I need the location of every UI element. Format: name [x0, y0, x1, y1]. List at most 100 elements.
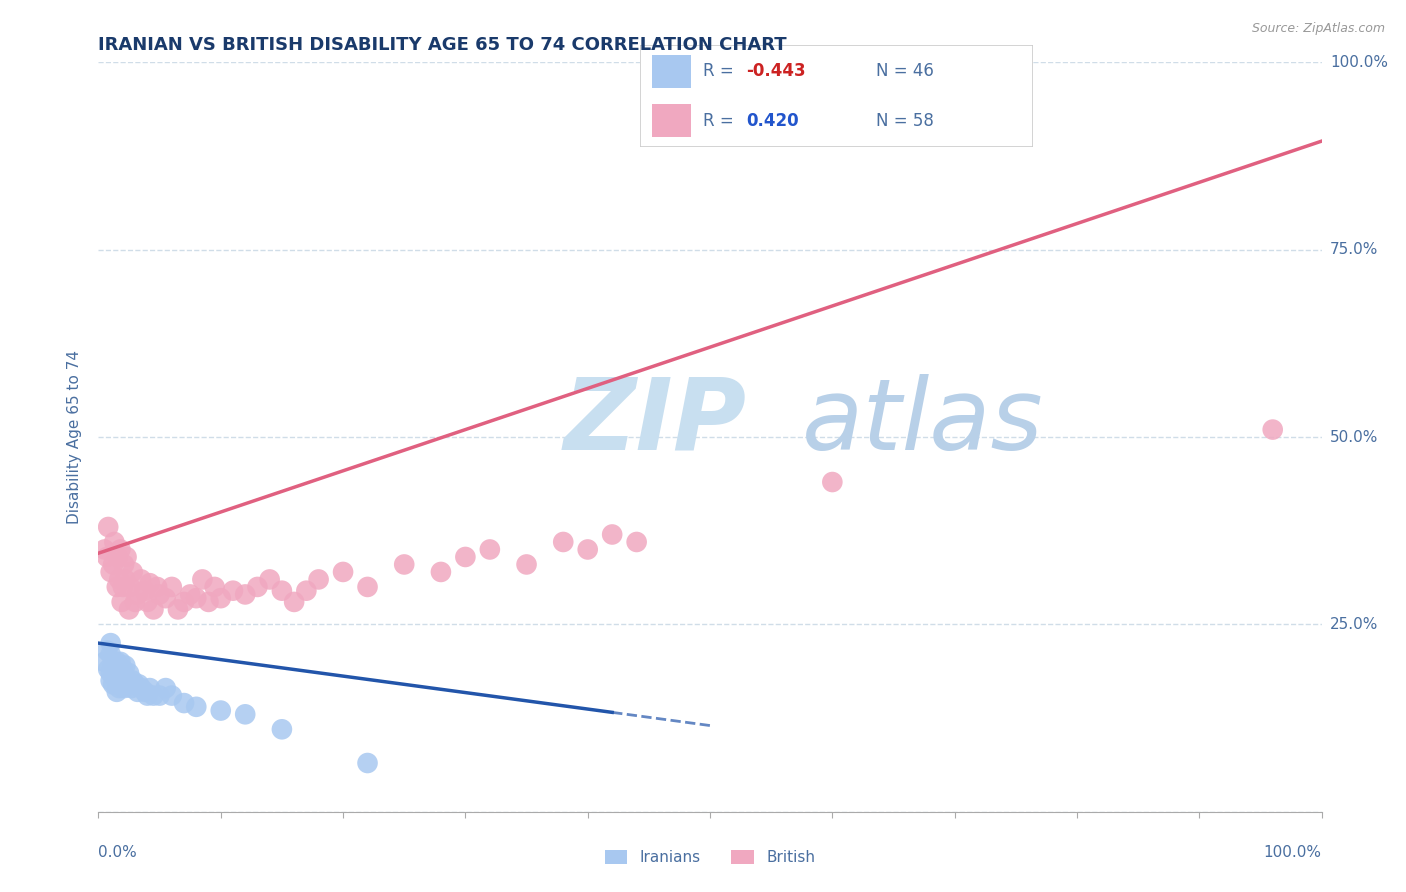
Point: [110, 542, 132, 557]
Point: [173, 696, 195, 710]
Point: [146, 580, 169, 594]
Point: [209, 704, 232, 718]
Point: [197, 595, 219, 609]
Point: [233, 707, 256, 722]
Text: ZIP: ZIP: [564, 374, 747, 471]
Point: [332, 565, 354, 579]
Point: [356, 580, 378, 594]
FancyBboxPatch shape: [651, 55, 690, 87]
Point: [270, 583, 294, 598]
Point: [100, 565, 122, 579]
Point: [121, 673, 143, 688]
Point: [118, 666, 141, 681]
Point: [108, 662, 131, 676]
Point: [100, 648, 122, 662]
Point: [96, 549, 118, 564]
Point: [111, 662, 134, 676]
Point: [100, 636, 122, 650]
Point: [821, 475, 844, 489]
Point: [114, 573, 136, 587]
Point: [97, 520, 120, 534]
Point: [209, 591, 232, 606]
Point: [136, 689, 159, 703]
Point: [576, 542, 599, 557]
Point: [105, 673, 128, 688]
Text: N = 46: N = 46: [876, 62, 934, 80]
Point: [308, 573, 330, 587]
Point: [259, 573, 281, 587]
Text: 25.0%: 25.0%: [1330, 617, 1378, 632]
Point: [129, 573, 152, 587]
FancyBboxPatch shape: [640, 45, 1033, 147]
Point: [553, 535, 575, 549]
Point: [121, 565, 143, 579]
Point: [626, 535, 648, 549]
Point: [139, 681, 162, 695]
Point: [600, 527, 623, 541]
Point: [111, 673, 134, 688]
Point: [454, 549, 477, 564]
Point: [167, 602, 190, 616]
Point: [128, 677, 150, 691]
Point: [356, 756, 378, 770]
Text: 100.0%: 100.0%: [1264, 846, 1322, 861]
Y-axis label: Disability Age 65 to 74: Disability Age 65 to 74: [67, 350, 83, 524]
Point: [136, 595, 159, 609]
Point: [246, 580, 269, 594]
Legend: Iranians, British: Iranians, British: [599, 844, 821, 871]
Point: [115, 549, 138, 564]
Point: [186, 591, 208, 606]
Point: [103, 670, 125, 684]
Point: [129, 681, 152, 695]
Point: [107, 666, 129, 681]
Point: [149, 689, 172, 703]
Point: [111, 595, 134, 609]
Point: [97, 662, 120, 676]
Point: [392, 558, 416, 572]
Point: [155, 681, 177, 695]
Point: [112, 558, 135, 572]
Point: [117, 673, 139, 688]
Point: [96, 643, 118, 657]
Point: [120, 681, 142, 695]
Point: [160, 689, 183, 703]
Point: [108, 573, 131, 587]
Point: [93, 655, 115, 669]
Point: [134, 685, 156, 699]
Point: [222, 583, 245, 598]
Point: [112, 681, 135, 695]
Point: [160, 580, 183, 594]
Point: [120, 580, 142, 594]
Text: N = 58: N = 58: [876, 112, 934, 129]
Point: [270, 723, 294, 737]
Point: [155, 591, 177, 606]
Point: [139, 576, 162, 591]
Point: [110, 670, 132, 684]
Point: [204, 580, 226, 594]
Text: 75.0%: 75.0%: [1330, 243, 1378, 257]
Point: [107, 549, 129, 564]
Point: [101, 677, 124, 691]
Text: atlas: atlas: [801, 374, 1043, 471]
Point: [105, 655, 128, 669]
Point: [115, 677, 138, 691]
Point: [191, 573, 214, 587]
Point: [283, 595, 305, 609]
Text: 0.420: 0.420: [747, 112, 799, 129]
Point: [105, 580, 128, 594]
Point: [295, 583, 318, 598]
Point: [127, 587, 149, 601]
Text: R =: R =: [703, 112, 744, 129]
Point: [233, 587, 256, 601]
Point: [124, 677, 146, 691]
Point: [142, 602, 165, 616]
Point: [1261, 423, 1284, 437]
Point: [101, 558, 124, 572]
Point: [118, 602, 141, 616]
Point: [100, 673, 122, 688]
Point: [110, 655, 132, 669]
Point: [134, 583, 156, 598]
Point: [111, 580, 134, 594]
FancyBboxPatch shape: [651, 104, 690, 137]
Point: [114, 658, 136, 673]
